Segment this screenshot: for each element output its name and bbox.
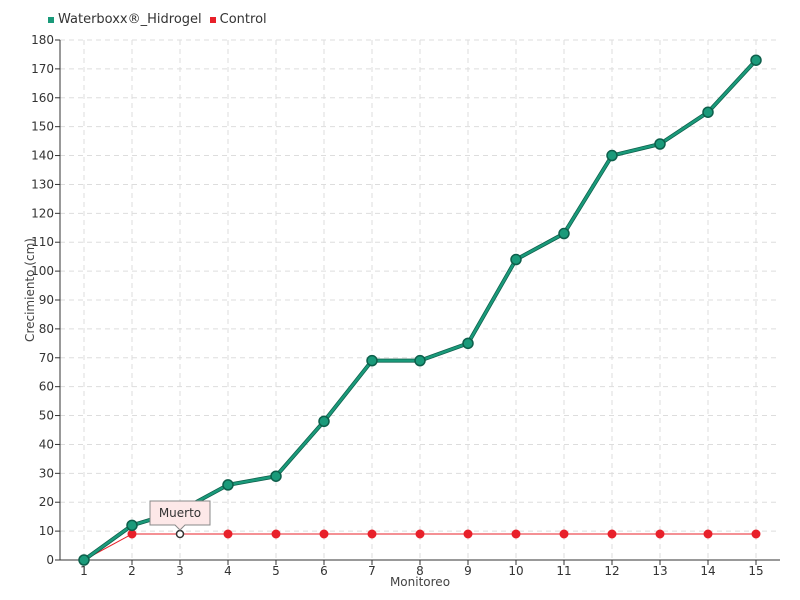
data-point-control[interactable] (607, 529, 617, 539)
x-tick-label: 11 (556, 564, 571, 578)
data-point-waterboxx[interactable] (462, 337, 474, 350)
x-tick-label: 1 (80, 564, 88, 578)
y-tick-label: 50 (39, 409, 54, 423)
data-point-waterboxx[interactable] (558, 227, 570, 240)
annotation: Muerto (149, 500, 211, 531)
data-point-control[interactable] (463, 529, 473, 539)
y-tick-label: 150 (31, 120, 54, 134)
y-tick-label: 0 (46, 553, 54, 567)
y-tick-label: 80 (39, 322, 54, 336)
data-point-waterboxx[interactable] (606, 149, 618, 162)
y-tick-label: 180 (31, 33, 54, 47)
data-point-control[interactable] (703, 529, 713, 539)
y-tick-label: 90 (39, 293, 54, 307)
data-point-control[interactable] (223, 529, 233, 539)
x-tick-label: 12 (604, 564, 619, 578)
data-point-control[interactable] (559, 529, 569, 539)
data-point-waterboxx[interactable] (318, 415, 330, 428)
data-point-waterboxx[interactable] (222, 479, 234, 491)
y-tick-label: 170 (31, 62, 54, 76)
data-point-control[interactable] (367, 529, 377, 539)
x-tick-labels: 1 2 3 4 5 6 7 8 9 10 11 12 13 14 15 (80, 560, 764, 578)
y-tick-label: 140 (31, 149, 54, 163)
x-tick-label: 8 (416, 564, 424, 578)
y-tick-label: 20 (39, 495, 54, 509)
legend-swatch-waterboxx (48, 16, 54, 23)
data-point-waterboxx[interactable] (366, 354, 378, 367)
tooltip-text: Muerto (159, 506, 201, 520)
x-tick-label: 10 (508, 564, 523, 578)
data-point-control[interactable] (127, 529, 137, 539)
data-point-waterboxx[interactable] (126, 519, 138, 532)
y-tick-label: 160 (31, 91, 54, 105)
x-tick-label: 15 (748, 564, 763, 578)
data-point-waterboxx[interactable] (510, 253, 522, 266)
x-tick-label: 2 (128, 564, 136, 578)
data-point-waterboxx[interactable] (78, 554, 90, 566)
data-point-control[interactable] (175, 529, 185, 539)
series-points (78, 54, 762, 566)
data-point-waterboxx[interactable] (702, 106, 714, 118)
data-point-control[interactable] (751, 529, 761, 539)
y-tick-label: 30 (39, 466, 54, 480)
y-tick-label: 10 (39, 524, 54, 538)
legend-label-waterboxx: Waterboxx®_Hidrogel (58, 12, 202, 27)
y-tick-label: 130 (31, 177, 54, 191)
data-point-waterboxx[interactable] (414, 354, 426, 367)
x-tick-label: 4 (224, 564, 232, 578)
grid (60, 39, 780, 560)
y-tick-label: 40 (39, 437, 54, 451)
y-tick-label: 120 (31, 206, 54, 220)
tooltip-box (149, 500, 211, 531)
y-axis-label: Crecimiento (cm) (23, 238, 37, 342)
x-tick-label: 7 (368, 564, 376, 578)
x-tick-label: 9 (464, 564, 472, 578)
data-point-control[interactable] (511, 529, 521, 539)
legend: Waterboxx®_Hidrogel Control (48, 12, 275, 27)
data-point-waterboxx[interactable] (654, 138, 666, 150)
data-point-control[interactable] (271, 529, 281, 539)
y-tick-label: 110 (31, 235, 54, 249)
y-tick-labels: 0 10 20 30 40 50 60 70 80 90 100 110 120 130 140 150 160… (31, 33, 60, 567)
x-tick-label: 13 (652, 564, 667, 578)
data-point-control[interactable] (415, 529, 425, 539)
x-tick-label: 3 (176, 564, 184, 578)
legend-label-control: Control (219, 12, 267, 27)
data-point-waterboxx[interactable] (270, 470, 282, 482)
x-tick-label: 14 (700, 564, 715, 578)
x-tick-label: 6 (320, 564, 328, 578)
data-point-waterboxx[interactable] (750, 54, 762, 66)
y-tick-label: 70 (39, 351, 54, 365)
y-tick-label: 60 (39, 380, 54, 394)
legend-swatch-control (209, 16, 216, 23)
legend-item-waterboxx[interactable]: Waterboxx®_Hidrogel (48, 12, 202, 27)
data-point-control[interactable] (655, 529, 665, 539)
legend-item-control[interactable]: Control (209, 12, 267, 27)
data-point-control[interactable] (319, 529, 329, 539)
x-axis-label: Monitoreo (390, 575, 450, 589)
y-tick-label: 100 (31, 264, 54, 278)
x-tick-label: 5 (272, 564, 280, 578)
